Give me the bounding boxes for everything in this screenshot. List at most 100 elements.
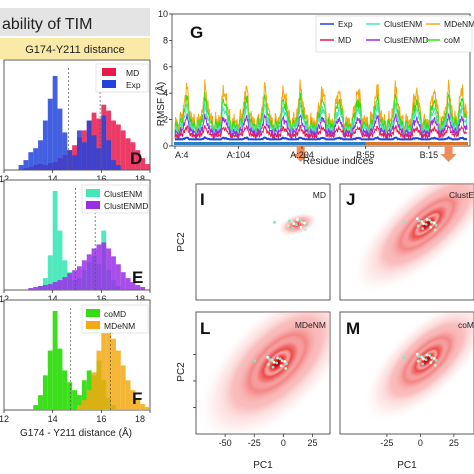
panel-f-xlabel: G174 - Y211 distance (Å) <box>20 426 132 439</box>
hist-bar-e-clustenm <box>57 230 63 290</box>
x-tick-label: 12 <box>0 414 9 424</box>
y-tick-label: 2 <box>163 115 168 125</box>
hist-bar-d-exp <box>67 150 73 170</box>
hist-bar-d-md <box>120 130 126 170</box>
rmsf-line-mdenm <box>174 79 468 138</box>
rmsf-line-md <box>174 124 468 141</box>
legend-d-exp: Exp <box>126 80 141 90</box>
y-tick-label: 8 <box>163 35 168 45</box>
conformer-marker <box>421 362 424 366</box>
conformer-marker <box>279 364 283 368</box>
hist-bar-d-exp <box>96 148 102 170</box>
x-tick-label: 16 <box>96 294 106 304</box>
legend-e-swatch-clustenm <box>86 189 100 197</box>
hist-bar-f-comd <box>67 382 73 410</box>
hist-bar-d-exp <box>91 135 97 170</box>
legend-f-comd: coMD <box>104 309 126 319</box>
x-tick-label: A:204 <box>290 150 314 160</box>
hist-bar-f-mdenm <box>101 330 107 410</box>
x-tick-label: -25 <box>380 438 393 448</box>
hist-bar-d-md <box>140 158 146 170</box>
hist-bar-d-exp <box>106 140 112 170</box>
conformer-marker <box>295 222 298 226</box>
conformer-marker <box>276 356 279 360</box>
subtitle: G174-Y211 distance <box>25 44 124 56</box>
hist-bar-d-exp <box>81 142 87 170</box>
panel-letter-f: F <box>132 389 142 408</box>
rmsf-line-clustenm <box>174 101 468 141</box>
conformer-marker <box>267 362 270 366</box>
panel-g-ylabel: RMSF (Å) <box>154 82 167 126</box>
legend-e-clustenmd: ClustENMD <box>104 201 148 211</box>
hist-bar-d-md <box>135 150 141 170</box>
x-tick-label: 0 <box>418 438 423 448</box>
x-tick-label: 14 <box>48 294 58 304</box>
hist-bar-f-mdenm <box>135 398 141 410</box>
hist-bar-e-clustenmd <box>111 256 116 290</box>
conformer-marker <box>415 217 419 221</box>
x-tick-label: 12 <box>0 174 9 184</box>
subtitle-box <box>0 38 150 59</box>
legend-g-clustenmd: ClustENMD <box>384 35 428 45</box>
conformer-marker <box>268 358 271 361</box>
hist-bar-d-exp <box>115 165 121 170</box>
legend-g-md: MD <box>338 35 351 45</box>
panel-m-density: M coM PC1 -25 0 25 <box>339 311 474 471</box>
hist-bar-e-clustenmd <box>81 260 87 290</box>
conformer-marker <box>283 360 287 363</box>
hist-bar-f-mdenm <box>145 407 150 410</box>
conformer-marker <box>422 357 425 361</box>
hist-bar-f-comd <box>38 395 43 410</box>
conformer-marker <box>433 363 437 367</box>
hist-bar-d-exp <box>52 75 58 170</box>
hist-bar-e-clustenmd <box>130 282 136 290</box>
hist-bar-e-clustenm <box>47 255 53 290</box>
conformer-marker <box>304 228 307 232</box>
x-tick-label: 16 <box>96 174 106 184</box>
conformer-marker <box>402 220 406 224</box>
hist-bar-d-exp <box>101 115 107 170</box>
title-box <box>0 8 150 36</box>
panel-f-histogram: coMD MDeNM F 12 14 16 18 G174 - Y211 distan… <box>0 299 151 439</box>
hist-bar-f-mdenm <box>111 338 116 410</box>
hist-bar-d-md <box>125 138 131 170</box>
x-tick-label: A:104 <box>227 150 251 160</box>
hist-bar-f-mdenm <box>96 350 102 410</box>
conformer-marker <box>430 356 433 360</box>
conformer-marker <box>253 359 257 363</box>
x-tick-label: A:4 <box>175 150 189 160</box>
conformer-marker <box>428 354 432 357</box>
conformer-marker <box>417 219 421 223</box>
chain-b-band <box>365 142 468 145</box>
hist-bar-f-mdenm <box>86 390 92 410</box>
legend-f-swatch-mdenm <box>86 321 100 329</box>
conformer-marker <box>271 365 275 369</box>
conformer-marker <box>272 360 276 364</box>
hist-bar-f-comd <box>81 380 87 410</box>
conformer-marker <box>304 223 308 227</box>
legend-g-exp: Exp <box>338 19 353 29</box>
hist-bar-e-clustenmd <box>86 254 92 290</box>
x-tick-label: 16 <box>96 414 106 424</box>
panel-letter-j: J <box>346 190 355 209</box>
conformer-marker <box>278 357 282 361</box>
panel-i-density: I MD PC2 <box>176 183 331 301</box>
legend-e-swatch-clustenmd <box>86 201 100 209</box>
conformer-marker <box>429 361 433 364</box>
rmsf-line-exp <box>175 136 467 141</box>
conformer-marker <box>420 355 424 359</box>
conformer-marker <box>286 224 290 228</box>
panel-g-xlabel: Residue indices <box>303 156 374 167</box>
hist-bar-e-clustenmd <box>101 242 107 290</box>
y-tick-label: 10 <box>158 9 168 19</box>
figure-title: ability of TIM <box>2 16 92 33</box>
hist-bar-f-comd <box>52 311 58 410</box>
hist-bar-e-clustenmd <box>125 278 131 290</box>
conformer-marker <box>416 359 420 363</box>
conformer-marker <box>402 356 406 360</box>
conformer-marker <box>284 367 288 370</box>
hist-bar-e-clustenm <box>52 191 58 290</box>
hist-bar-d-exp <box>23 160 29 170</box>
conformer-marker <box>432 356 436 360</box>
